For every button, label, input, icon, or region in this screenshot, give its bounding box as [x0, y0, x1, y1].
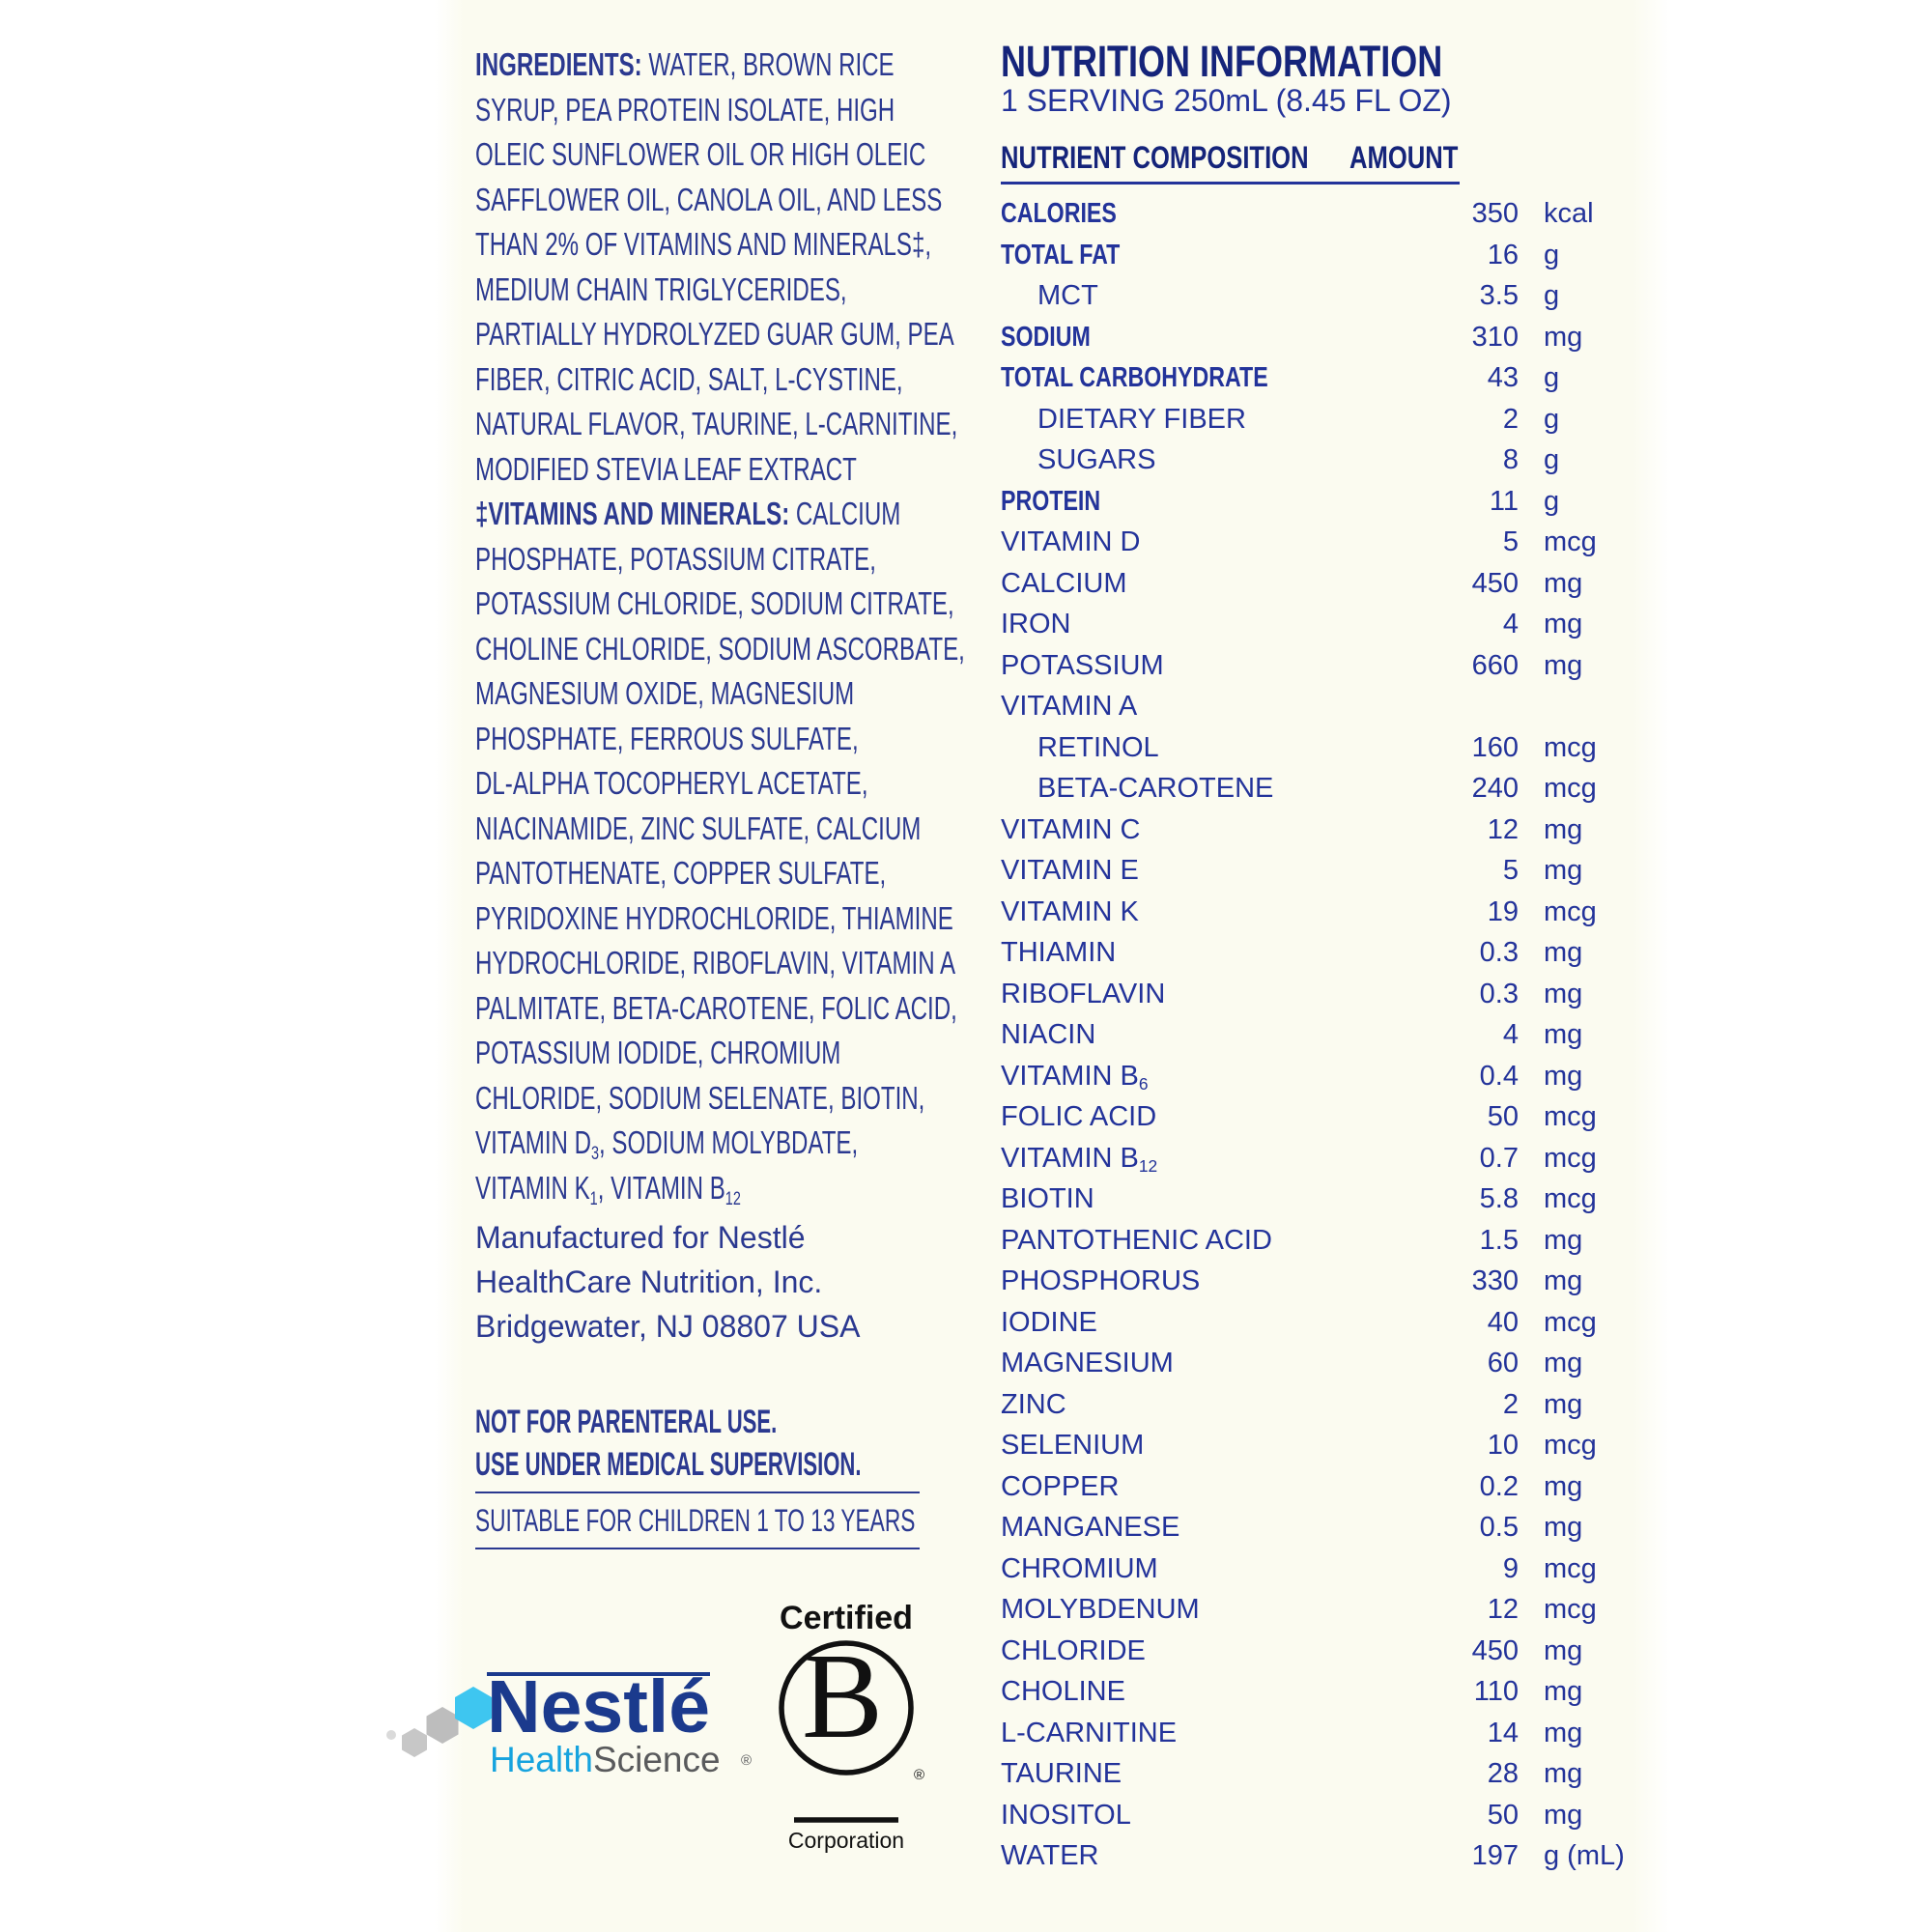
- svg-text:®: ®: [741, 1752, 752, 1769]
- svg-text:B: B: [802, 1630, 883, 1764]
- svg-text:®: ®: [914, 1767, 924, 1783]
- svg-text:Corporation: Corporation: [788, 1828, 904, 1853]
- svg-text:HealthScience: HealthScience: [490, 1740, 721, 1779]
- svg-text:Nestlé: Nestlé: [487, 1665, 710, 1748]
